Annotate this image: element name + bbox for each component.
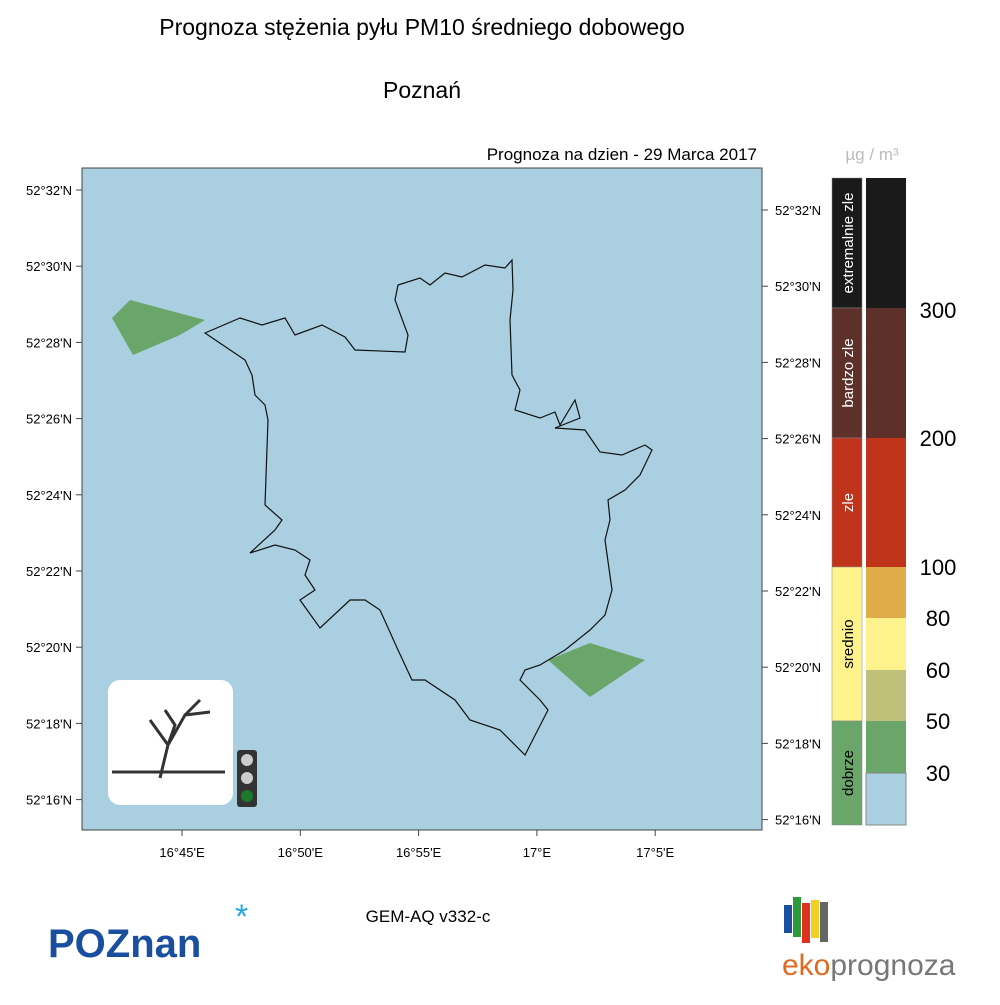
- scale-band: [866, 567, 906, 618]
- scale-band: [866, 178, 906, 308]
- lat-label: 52°28'N: [26, 335, 72, 350]
- tree-drawing: [112, 698, 225, 779]
- lon-label: 17°E: [523, 845, 552, 860]
- lat-label: 52°16'N: [26, 793, 72, 808]
- category-label: dobrze: [840, 750, 857, 796]
- logo-ekoprognoza: ekoprognoza: [782, 949, 956, 982]
- lat-label: 52°28'N: [775, 355, 821, 370]
- scale-band: [866, 721, 906, 773]
- scale-band: [866, 670, 906, 721]
- scale-band: [865, 772, 907, 826]
- category-band: [831, 720, 863, 826]
- light-off: [241, 754, 253, 766]
- pollution-zone: [548, 643, 645, 697]
- lat-label: 52°30'N: [775, 279, 821, 294]
- threshold-label: 200: [920, 426, 957, 451]
- category-label: zle: [840, 493, 857, 512]
- lon-label: 16°50'E: [278, 845, 324, 860]
- threshold-label: 60: [926, 658, 950, 683]
- lat-label: 52°26'N: [26, 412, 72, 427]
- threshold-label: 300: [920, 298, 957, 323]
- lat-label: 52°26'N: [775, 432, 821, 447]
- lat-label: 52°18'N: [26, 716, 72, 731]
- lat-label: 52°22'N: [775, 584, 821, 599]
- lat-label: 52°30'N: [26, 259, 72, 274]
- light-off: [241, 772, 253, 784]
- category-band: [831, 566, 863, 722]
- lat-label: 52°24'N: [26, 488, 72, 503]
- logo-eko: eko: [782, 949, 830, 982]
- title: Prognoza stężenia pyłu PM10 średniego do…: [159, 14, 685, 40]
- scale-band: [866, 438, 906, 567]
- city-boundary: [203, 258, 653, 757]
- threshold-label: 100: [920, 555, 957, 580]
- pollution-zone: [112, 300, 205, 355]
- scale-band: [866, 618, 906, 670]
- scale-band: [866, 308, 906, 438]
- category-label: srednio: [840, 619, 857, 668]
- logo-prognoza: prognoza: [830, 949, 955, 982]
- category-band: [831, 177, 863, 309]
- lon-label: 16°45'E: [159, 845, 205, 860]
- light-on: [241, 790, 253, 802]
- threshold-label: 80: [926, 606, 950, 631]
- unit: µg / m³: [845, 145, 899, 164]
- lon-label: 17°5'E: [636, 845, 674, 860]
- threshold-label: 30: [926, 761, 950, 786]
- lat-label: 52°20'N: [26, 640, 72, 655]
- city: Poznań: [383, 77, 461, 103]
- category-label: bardzo zle: [840, 338, 857, 407]
- lon-label: 16°55'E: [396, 845, 442, 860]
- lat-label: 52°22'N: [26, 564, 72, 579]
- lat-label: 52°32'N: [26, 183, 72, 198]
- forecast-date: Prognoza na dzien - 29 Marca 2017: [487, 145, 757, 164]
- logo-bars: [784, 897, 828, 943]
- category-band: [831, 307, 863, 439]
- lat-label: 52°24'N: [775, 508, 821, 523]
- category-band: [831, 437, 863, 568]
- model-name: GEM-AQ v332-c: [366, 907, 491, 926]
- logo-star: *: [235, 898, 248, 936]
- logo-poznan: POZnan: [48, 922, 201, 966]
- lat-label: 52°18'N: [775, 736, 821, 751]
- threshold-label: 50: [926, 709, 950, 734]
- lat-label: 52°16'N: [775, 813, 821, 828]
- category-label: extremalnie zle: [840, 193, 857, 294]
- lat-label: 52°32'N: [775, 203, 821, 218]
- lat-label: 52°20'N: [775, 660, 821, 675]
